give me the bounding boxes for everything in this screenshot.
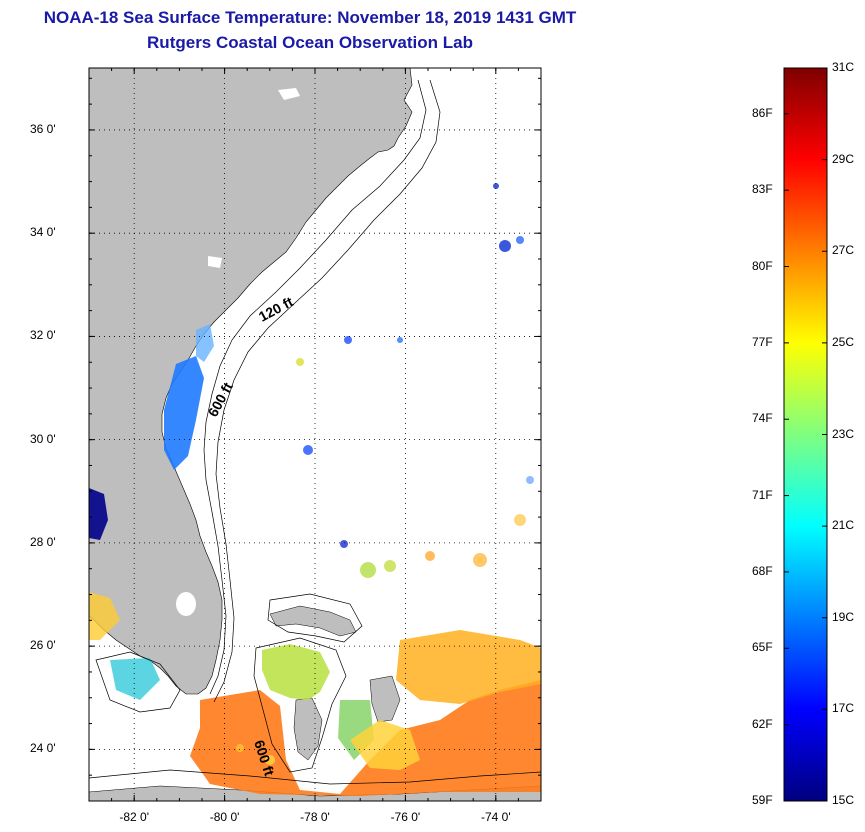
- lat-tick-label: 36 0': [30, 121, 56, 136]
- lon-tick-label: -76 0': [390, 810, 421, 824]
- contour-keys: [95, 651, 181, 713]
- sst-cool-coastal-light: [196, 324, 214, 362]
- sst-yellow-bahamas-bank: [262, 644, 330, 700]
- lat-tick-label: 24 0': [30, 741, 56, 756]
- lon-tick-label: -78 0': [300, 810, 330, 824]
- inland-water: [208, 256, 222, 268]
- lat-tick-label: 26 0': [30, 638, 56, 653]
- lon-tick-label: -74 0': [480, 810, 511, 824]
- bathymetry-contours: [89, 79, 541, 785]
- colorbar-fahrenheit-label: 83F: [752, 182, 773, 197]
- colorbar-fahrenheit-label: 65F: [752, 640, 773, 655]
- colorbar-celsius-label: 17C: [832, 701, 855, 716]
- colorbar-ticks: [784, 67, 827, 802]
- colorbar-celsius-label: 15C: [832, 793, 855, 807]
- map-title: NOAA-18 Sea Surface Temperature: Novembe…: [43, 8, 577, 27]
- lat-tick-label: 28 0': [30, 534, 56, 549]
- colorbar: [783, 67, 828, 802]
- colorbar-celsius-label: 21C: [832, 518, 855, 533]
- sst-cyan-keys: [110, 658, 160, 700]
- colorbar-celsius-label: 23C: [832, 426, 855, 441]
- lake-okeechobee: [176, 592, 196, 616]
- colorbar-fahrenheit-label: 80F: [752, 258, 773, 273]
- contour-120ft: [203, 79, 427, 695]
- contour-bahamas-2: [253, 637, 347, 773]
- colorbar-celsius-label: 25C: [832, 334, 855, 349]
- inland-water: [278, 88, 300, 100]
- sst-warm-south: [190, 680, 541, 796]
- map-subtitle: Rutgers Coastal Ocean Observation Lab: [147, 33, 473, 52]
- lat-tick-label: 32 0': [30, 328, 56, 343]
- colorbar-celsius-label: 31C: [832, 60, 855, 74]
- lon-tick-label: -80 0': [209, 810, 240, 824]
- colorbar-celsius-label: 19C: [832, 609, 855, 624]
- map-ticks: [88, 68, 542, 802]
- colorbar-fahrenheit-label: 71F: [752, 487, 773, 502]
- lon-tick-label: -82 0': [119, 810, 150, 824]
- lat-tick-label: 30 0': [30, 431, 56, 446]
- colorbar-fahrenheit-label: 74F: [752, 411, 773, 426]
- colorbar-fahrenheit-label: 77F: [752, 334, 773, 349]
- sst-cool-coastal: [164, 356, 204, 470]
- colorbar-fahrenheit-label: 86F: [752, 105, 773, 120]
- sst-dark-blue-florida: [89, 488, 108, 540]
- map-content: 120 ft 600 ft 600 ft: [89, 68, 541, 801]
- colorbar-fahrenheit-label: 62F: [752, 716, 773, 731]
- contour-600ft: [213, 79, 441, 703]
- sst-warm-southwest: [89, 592, 120, 640]
- colorbar-fahrenheit-label: 68F: [752, 563, 773, 578]
- sst-warm-south-yellow: [396, 630, 541, 704]
- sst-mixed-bank: [350, 720, 420, 770]
- colorbar-celsius-label: 29C: [832, 151, 855, 166]
- lat-tick-label: 34 0': [30, 225, 56, 240]
- contour-bahamas: [267, 593, 363, 643]
- map-gridlines: [89, 68, 541, 801]
- contour-cuba: [89, 769, 541, 785]
- colorbar-celsius-label: 27C: [832, 243, 855, 258]
- land-bahamas-east: [369, 675, 401, 723]
- sst-scattered-patches: [236, 183, 534, 765]
- colorbar-fahrenheit-label: 59F: [752, 793, 773, 807]
